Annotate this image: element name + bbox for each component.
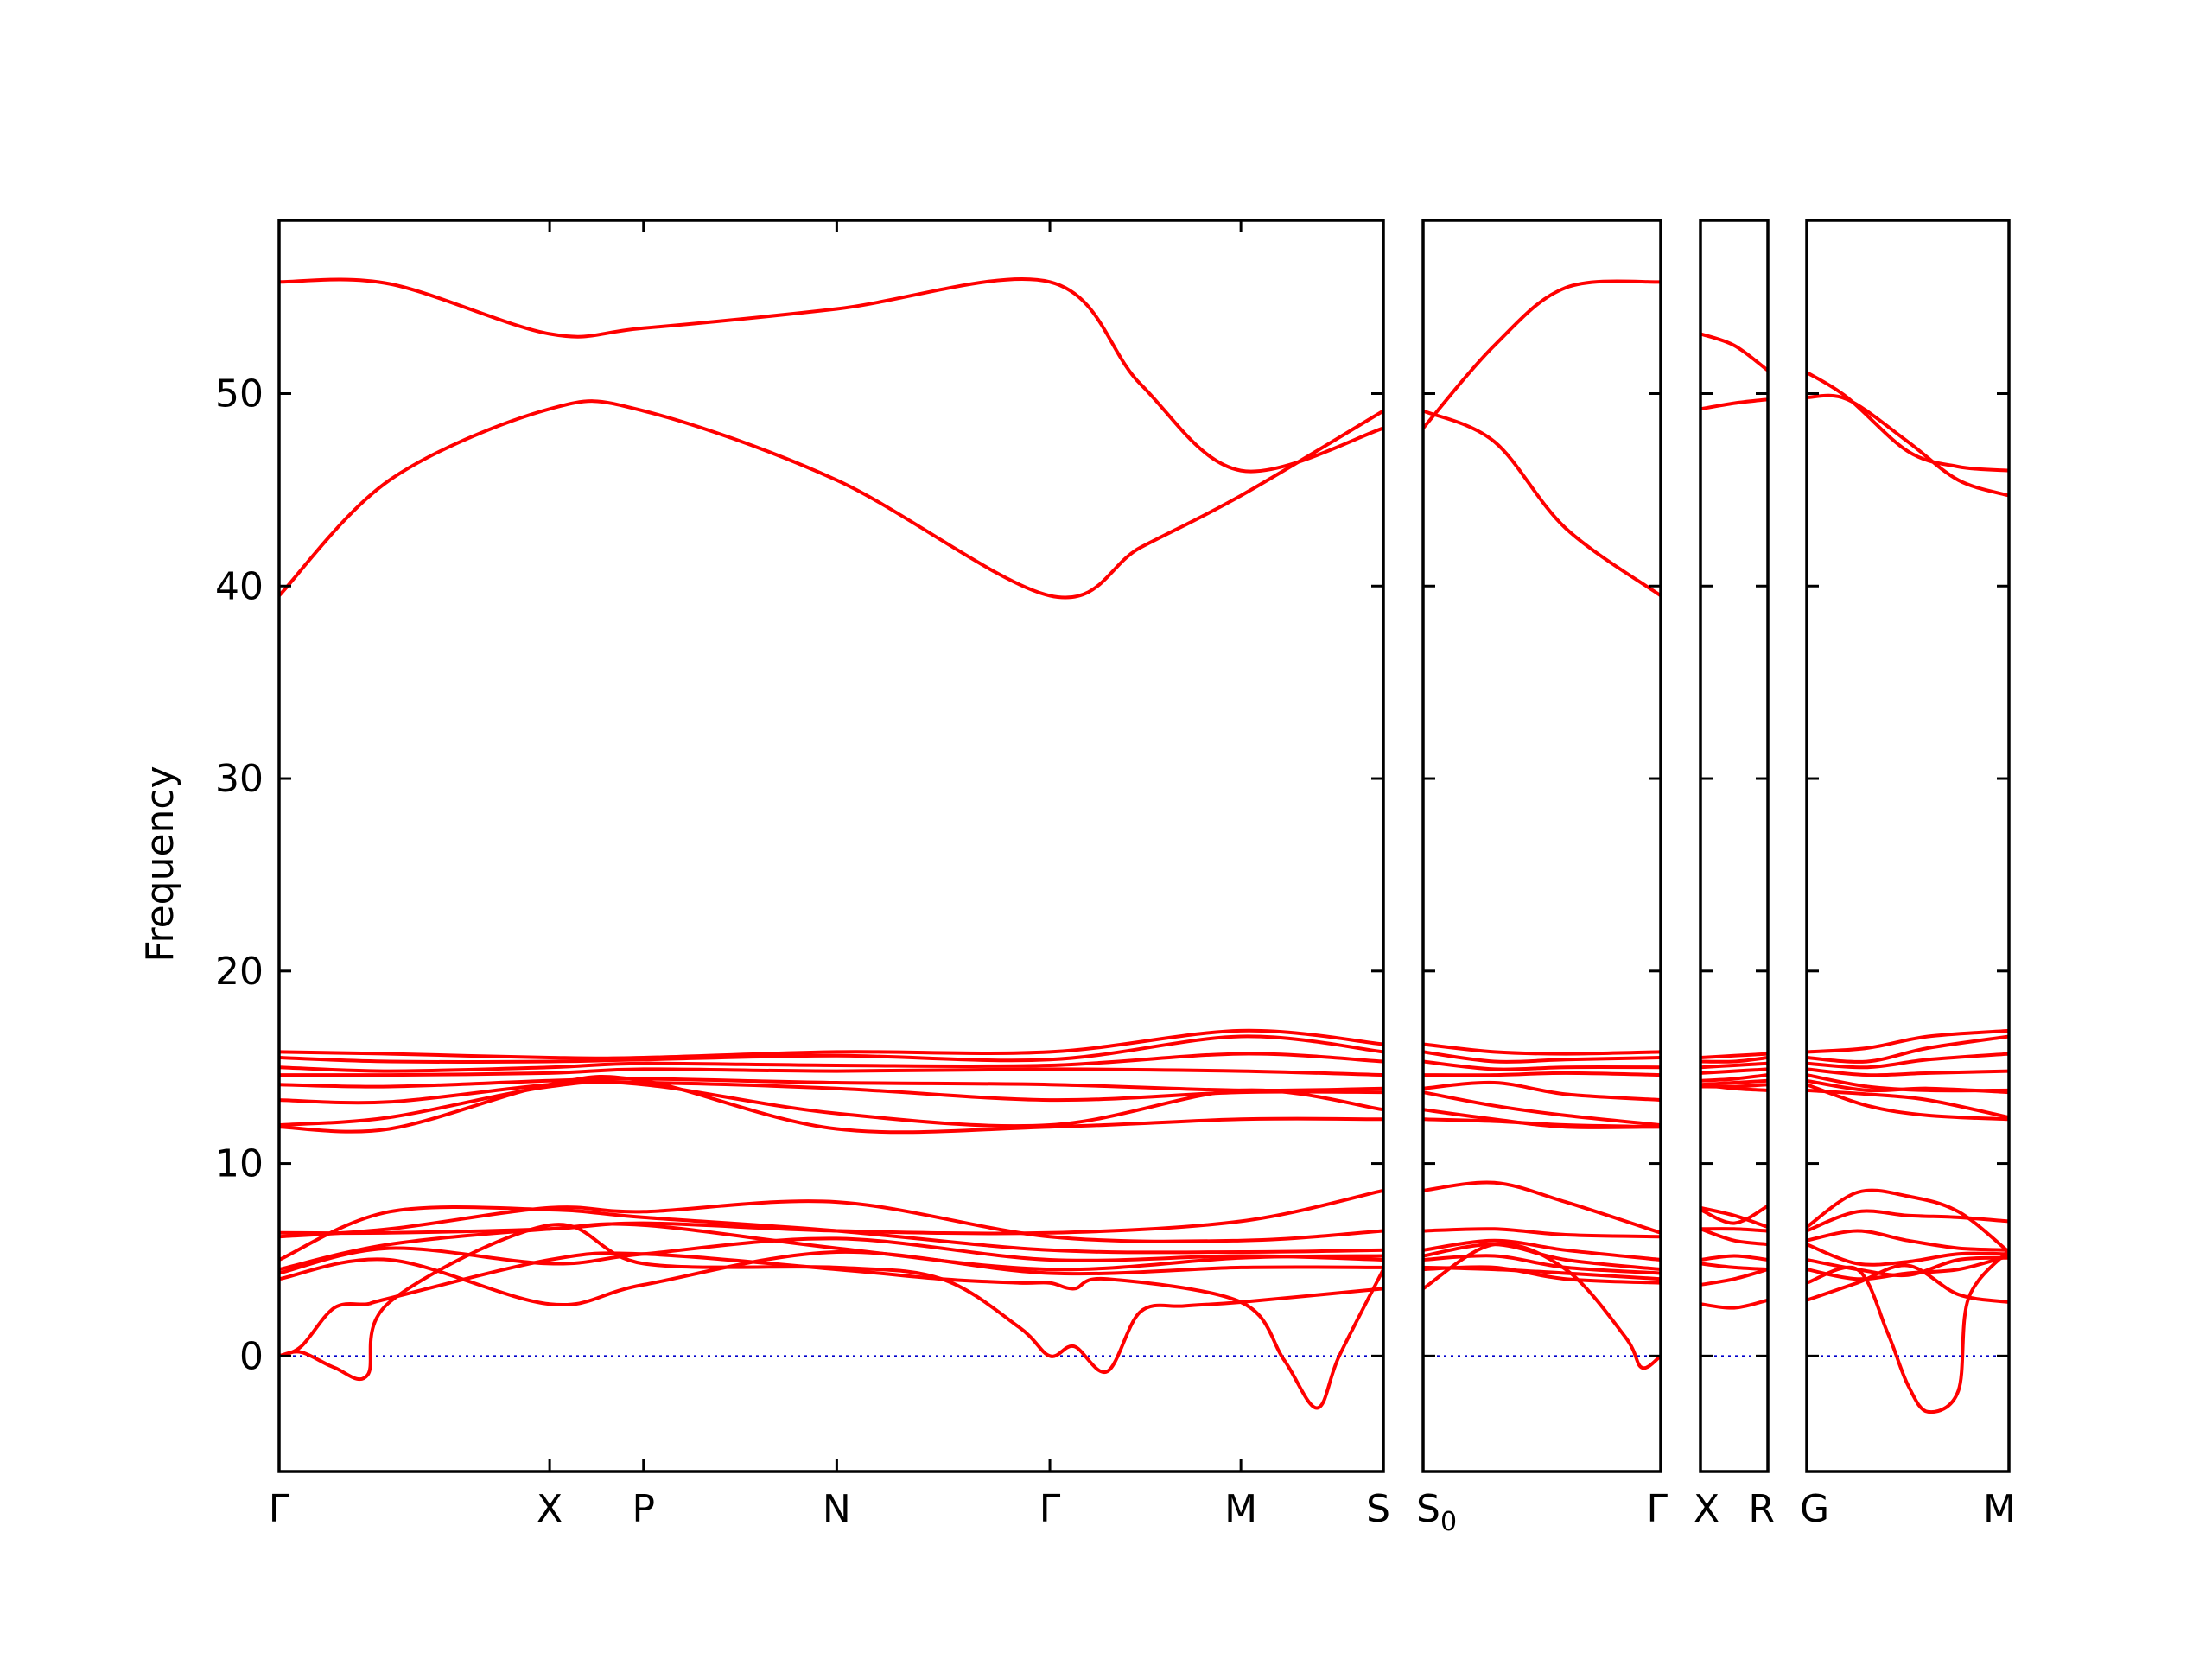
phonon-band-3 xyxy=(1423,1042,1661,1056)
phonon-band-5 xyxy=(279,1052,1383,1073)
x-tick-label: P xyxy=(632,1487,655,1531)
phonon-band-5 xyxy=(1700,1061,1768,1070)
phonon-band-13 xyxy=(1700,1227,1768,1233)
phonon-band-9 xyxy=(1807,1083,2009,1122)
x-tick-label: Γ xyxy=(1646,1487,1668,1531)
phonon-band-4 xyxy=(1700,1056,1768,1064)
phonon-band-14 xyxy=(1807,1243,2009,1267)
phonon-band-11 xyxy=(1807,1188,2009,1254)
x-tick-label: Γ xyxy=(269,1487,290,1531)
x-tick-label: M xyxy=(1983,1487,2016,1531)
phonon-band-8 xyxy=(1807,1078,2009,1095)
x-tick-label: X xyxy=(537,1487,563,1531)
phonon-band-17 xyxy=(1807,1263,2009,1304)
phonon-band-8 xyxy=(1423,1090,1661,1127)
phonon-band-13 xyxy=(1423,1238,1661,1262)
phonon-band-17 xyxy=(1423,1242,1661,1370)
panel-2: S0 Γ xyxy=(1416,219,1668,1537)
phonon-band-3 xyxy=(1700,1052,1768,1059)
phonon-band-18 xyxy=(1700,1268,1768,1287)
phonon-band-18 xyxy=(279,1251,1383,1410)
x-tick-label: M xyxy=(1224,1487,1257,1531)
phonon-band-2 xyxy=(1700,397,1768,411)
phonon-band-12 xyxy=(1807,1209,2009,1233)
phonon-band-11 xyxy=(279,1188,1383,1236)
phonon-band-2 xyxy=(1807,393,2009,498)
band-group xyxy=(1700,332,1768,1310)
phonon-band-4 xyxy=(279,1034,1383,1064)
phonon-band-10 xyxy=(279,1075,1383,1135)
phonon-band-16 xyxy=(1700,1262,1768,1272)
phonon-band-13 xyxy=(279,1205,1383,1262)
panel-frame xyxy=(1699,219,1770,1473)
band-group xyxy=(1807,371,2009,1414)
phonon-band-4 xyxy=(1423,1050,1661,1064)
phonon-band-6 xyxy=(1423,1071,1661,1077)
phonon-band-14 xyxy=(1700,1227,1768,1247)
phonon-band-12 xyxy=(1700,1204,1768,1225)
phonon-band-11 xyxy=(1700,1205,1768,1230)
y-tick-label: 30 xyxy=(215,757,264,801)
y-tick-label: 40 xyxy=(215,564,264,608)
x-tick-label: R xyxy=(1748,1487,1775,1531)
phonon-band-17 xyxy=(1700,1298,1768,1310)
phonon-band-18 xyxy=(1423,1265,1661,1285)
phonon-band-12 xyxy=(1423,1227,1661,1239)
phonon-band-17 xyxy=(279,1223,1383,1382)
phonon-band-1 xyxy=(1807,371,2009,473)
phonon-band-2 xyxy=(279,399,1383,600)
phonon-band-1 xyxy=(279,277,1383,474)
phonon-band-15 xyxy=(1700,1254,1768,1262)
phonon-band-6 xyxy=(1807,1067,2009,1077)
x-tick-label: N xyxy=(823,1487,851,1531)
phonon-band-15 xyxy=(1807,1255,2009,1278)
y-axis-title: Frequency xyxy=(138,766,182,962)
phonon-band-10 xyxy=(1807,1088,2009,1120)
y-tick-label: 10 xyxy=(215,1142,264,1186)
panel-1: 0 10 20 30 40 50 Γ X P N Γ M S xyxy=(215,219,1390,1531)
phonon-band-9 xyxy=(279,1079,1383,1128)
y-tick-label: 20 xyxy=(215,950,264,994)
x-tick-label: S xyxy=(1366,1487,1390,1531)
phonon-band-10 xyxy=(1700,1083,1768,1092)
x-tick-label: G xyxy=(1800,1487,1829,1531)
phonon-band-1 xyxy=(1700,332,1768,372)
phonon-band-7 xyxy=(1700,1073,1768,1083)
panel-frame xyxy=(1805,219,2011,1473)
phonon-band-15 xyxy=(1423,1254,1661,1275)
panel-frame xyxy=(277,219,1385,1473)
y-tick-label: 0 xyxy=(239,1334,264,1378)
phonon-band-7 xyxy=(1423,1080,1661,1103)
phonon-band-18 xyxy=(1807,1248,2009,1414)
x-tick-label: Γ xyxy=(1039,1487,1061,1531)
phonon-band-12 xyxy=(279,1199,1383,1243)
x-tick-label: S0 xyxy=(1416,1487,1457,1537)
band-group xyxy=(1423,279,1661,1370)
phonon-band-2 xyxy=(1423,409,1661,598)
phonon-band-15 xyxy=(279,1236,1383,1275)
y-tick-label: 50 xyxy=(215,372,264,416)
phonon-band-13 xyxy=(1807,1229,2009,1252)
phonon-band-10 xyxy=(1423,1117,1661,1129)
phonon-band-5 xyxy=(1423,1059,1661,1071)
phonon-band-16 xyxy=(279,1249,1383,1306)
panel-frame xyxy=(1421,219,1662,1473)
phonon-band-3 xyxy=(279,1028,1383,1060)
phonon-band-1 xyxy=(1423,279,1661,430)
phonon-band-6 xyxy=(1700,1067,1768,1075)
phonon-band-3 xyxy=(1807,1028,2009,1054)
band-group xyxy=(279,277,1383,1410)
phonon-band-16 xyxy=(1807,1254,2009,1281)
x-tick-label: X xyxy=(1694,1487,1719,1531)
phonon-band-6 xyxy=(279,1067,1383,1077)
phonon-band-5 xyxy=(1807,1052,2009,1070)
phonon-band-11 xyxy=(1423,1180,1661,1235)
phonon-band-4 xyxy=(1807,1034,2009,1064)
phonon-band-7 xyxy=(279,1077,1383,1093)
